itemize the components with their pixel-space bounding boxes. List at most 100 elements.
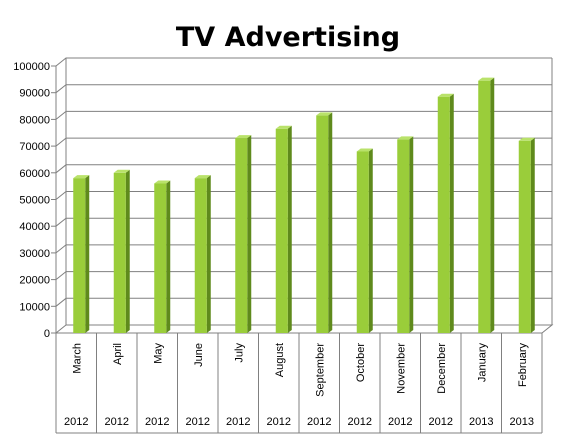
bar-side: [530, 137, 535, 333]
bar-front: [194, 178, 207, 333]
x-group-label: 2012: [307, 416, 331, 428]
chart-floor: [54, 324, 554, 334]
x-group-label: 2012: [348, 416, 372, 428]
y-tick-label: 20000: [19, 275, 50, 287]
bar-front: [275, 128, 288, 333]
bar-side: [328, 112, 333, 334]
bar-front: [235, 138, 248, 333]
bar-front: [316, 115, 329, 334]
x-group-label: 2013: [469, 416, 493, 428]
bar-august: [275, 125, 292, 334]
x-tick-label: June: [193, 343, 205, 367]
y-tick-label: 10000: [19, 301, 50, 313]
bar-side: [125, 169, 130, 333]
bar-january: [478, 77, 495, 333]
x-group-label: 2012: [226, 416, 250, 428]
x-group-label: 2012: [186, 416, 210, 428]
bar-side: [409, 136, 414, 333]
y-tick-label: 80000: [19, 114, 50, 126]
bar-front: [518, 140, 531, 333]
gridline: [55, 217, 552, 227]
y-axis-ticks: 0 10000 20000 30000 40000 50000 60000 70000 8000…: [13, 61, 56, 340]
bar-side: [85, 175, 90, 333]
bar-side: [206, 175, 211, 333]
chart-title: TV Advertising: [175, 22, 401, 53]
gridlines: [55, 57, 552, 307]
bar-side: [490, 77, 495, 333]
bar-top: [235, 135, 252, 139]
x-tick-label: July: [233, 343, 245, 363]
bar-february: [518, 137, 535, 333]
bar-front: [113, 172, 126, 333]
bar-top: [154, 180, 171, 184]
y-tick-label: 60000: [19, 168, 50, 180]
bar-september: [316, 112, 333, 334]
x-tick-label: December: [436, 343, 448, 394]
gridline: [55, 271, 552, 280]
x-axis: March 2012 April 2012 May 2012 June 2012 July 201…: [55, 333, 543, 434]
bar-october: [356, 148, 373, 333]
x-group-label: 2013: [510, 416, 534, 428]
y-tick-label: 30000: [19, 248, 50, 260]
gridline: [55, 84, 552, 94]
bar-march: [73, 175, 90, 333]
bar-side: [287, 125, 292, 334]
y-tick-label: 0: [44, 328, 50, 340]
x-tick-label: March: [71, 343, 83, 374]
bar-front: [397, 139, 410, 333]
y-tick-label: 100000: [13, 61, 50, 73]
bars: [73, 77, 535, 334]
x-group-label: 2012: [145, 416, 169, 428]
gridline: [55, 191, 552, 200]
bar-top: [437, 93, 454, 97]
gridline: [55, 244, 552, 254]
x-tick-label: October: [355, 343, 367, 382]
x-tick-label: November: [395, 343, 407, 394]
bar-top: [316, 112, 333, 116]
bar-top: [275, 125, 292, 129]
bar-front: [154, 183, 167, 333]
gridline: [55, 164, 552, 174]
gridline: [55, 110, 552, 120]
bar-side: [368, 148, 373, 333]
x-tick-label: January: [476, 343, 488, 383]
chart-walls: [54, 58, 554, 334]
gridline: [55, 297, 552, 307]
gridline: [55, 57, 552, 67]
x-group-label: 2012: [64, 416, 88, 428]
x-tick-label: May: [152, 343, 164, 364]
y-tick-label: 70000: [19, 141, 50, 153]
bar-front: [356, 151, 369, 333]
gridline: [55, 137, 552, 147]
bar-may: [154, 180, 171, 333]
bar-top: [113, 169, 130, 173]
x-tick-label: April: [112, 343, 124, 365]
bar-side: [449, 93, 454, 333]
bar-december: [437, 93, 454, 333]
bar-top: [73, 175, 90, 179]
bar-april: [113, 169, 130, 333]
bar-front: [73, 178, 86, 333]
x-group-label: 2012: [105, 416, 129, 428]
bar-top: [356, 148, 373, 152]
bar-front: [478, 80, 491, 333]
y-tick-label: 40000: [19, 221, 50, 233]
bar-june: [194, 175, 211, 333]
x-tick-label: September: [314, 343, 326, 397]
bar-top: [397, 136, 414, 140]
bar-top: [518, 137, 535, 141]
bar-side: [247, 135, 252, 333]
bar-november: [397, 136, 414, 333]
bar-top: [194, 175, 211, 179]
x-tick-label: August: [274, 343, 286, 377]
x-group-label: 2012: [388, 416, 412, 428]
bar-side: [166, 180, 171, 333]
y-tick-label: 90000: [19, 88, 50, 100]
x-group-label: 2012: [267, 416, 291, 428]
bar-front: [437, 96, 450, 333]
bar-top: [478, 77, 495, 81]
x-group-label: 2012: [429, 416, 453, 428]
x-tick-label: February: [517, 343, 529, 388]
bar-july: [235, 135, 252, 333]
